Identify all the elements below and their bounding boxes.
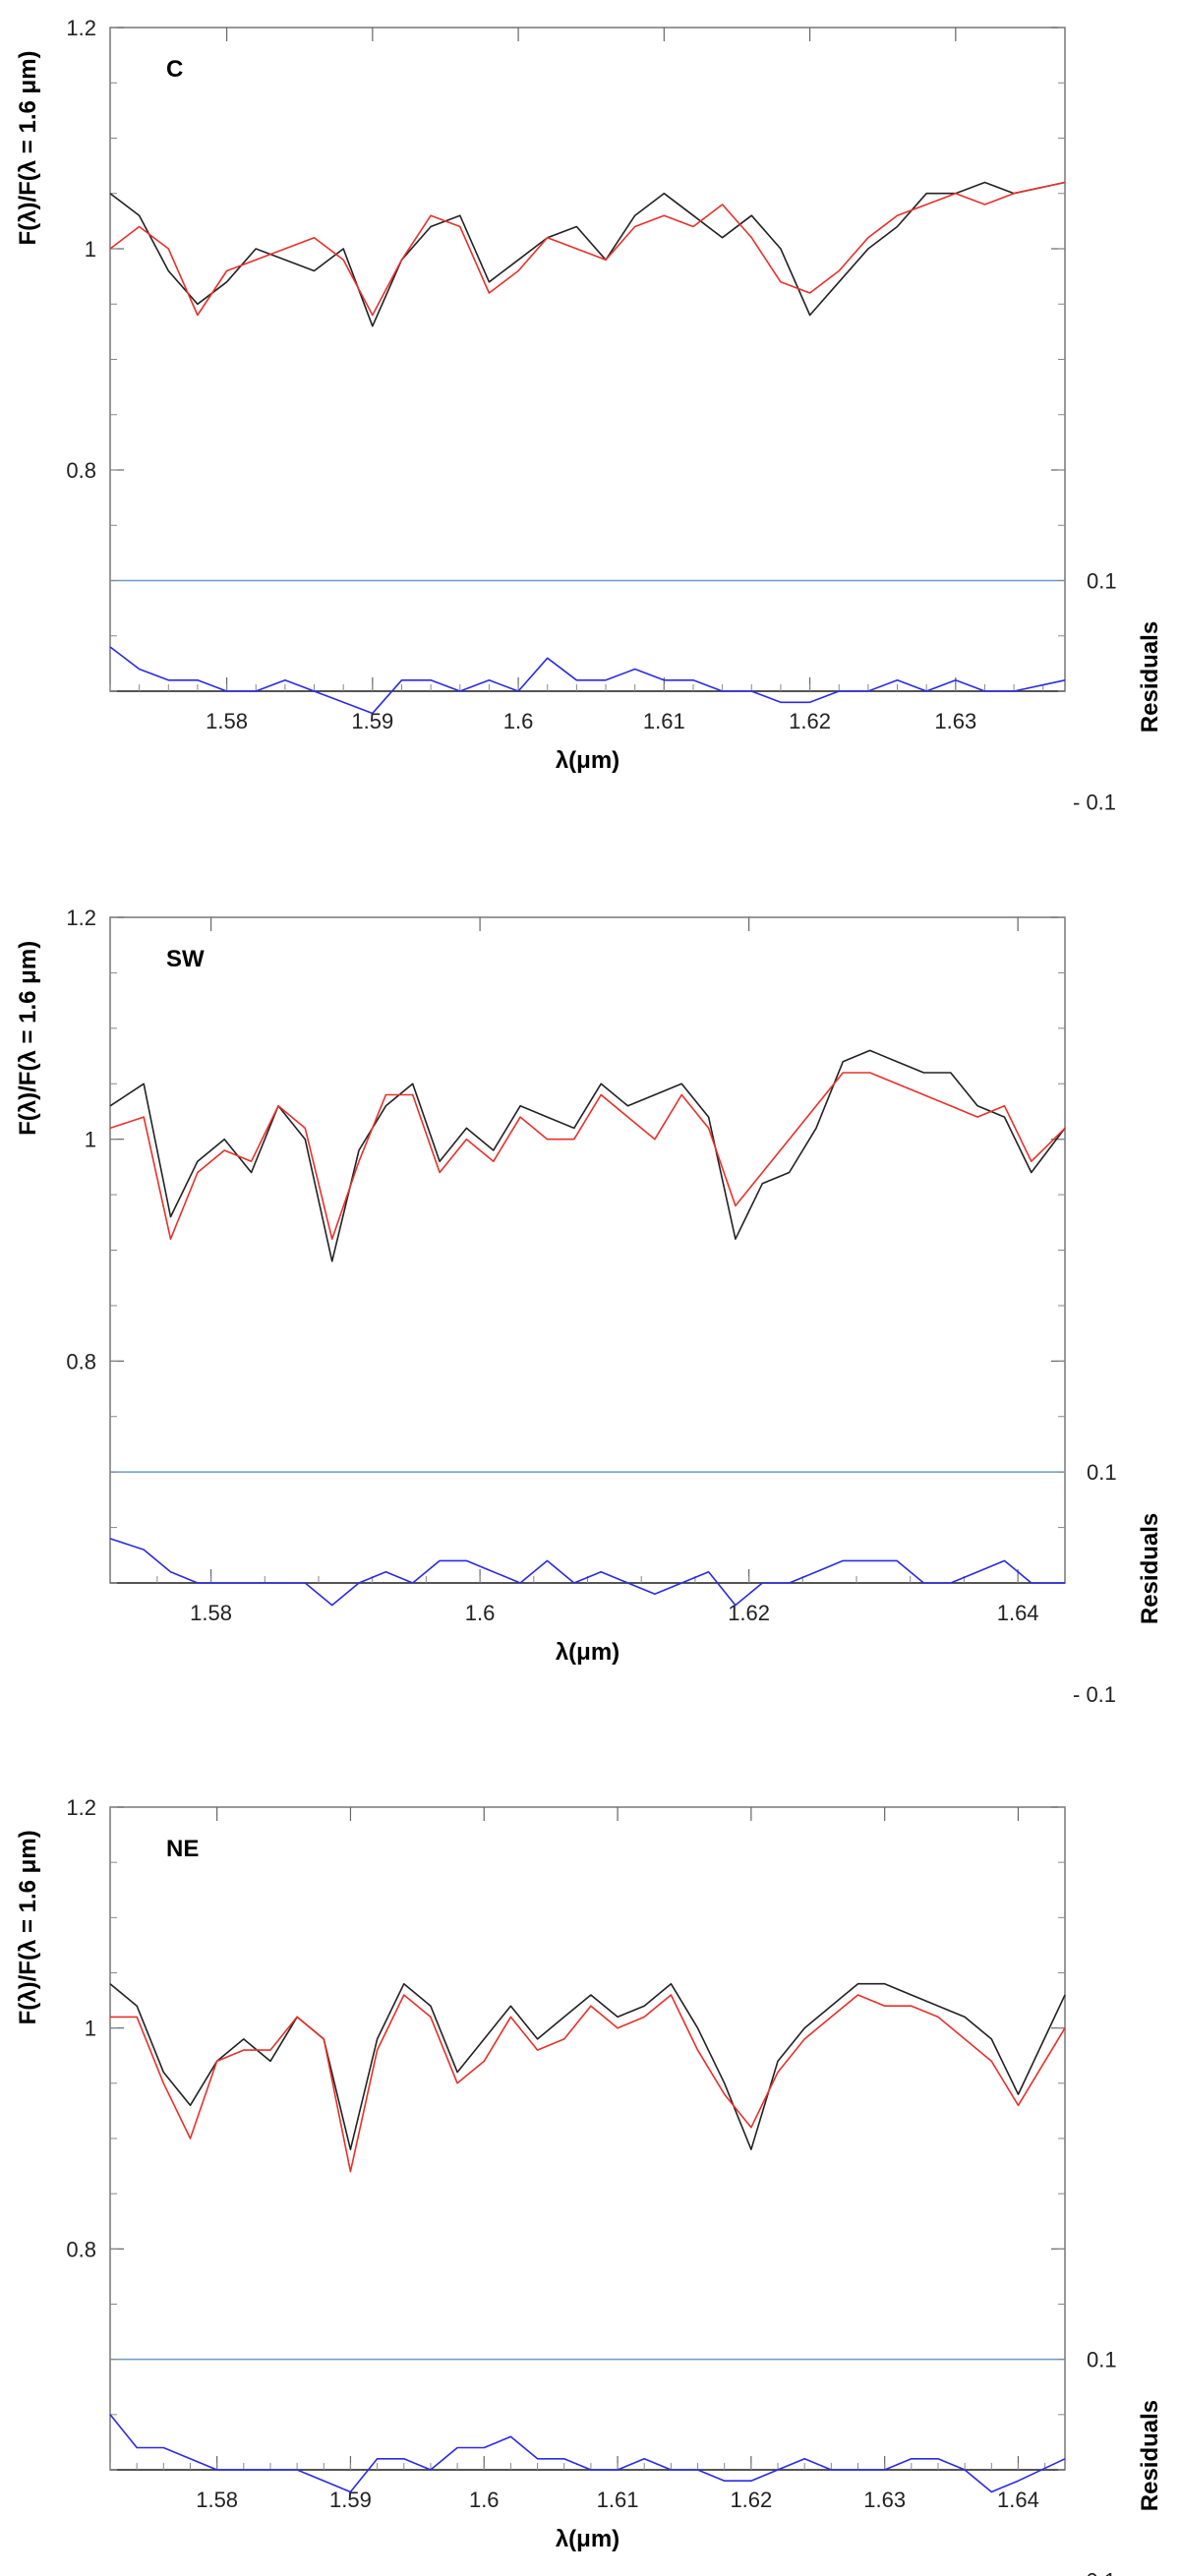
panel-label: SW (166, 946, 205, 972)
x-tick-label: 1.62 (730, 2488, 772, 2512)
x-tick-label: 1.61 (643, 709, 685, 733)
residuals-axis-title: Residuals (1137, 2400, 1163, 2511)
x-axis-title: λ(μm) (556, 747, 620, 774)
y-tick-label: 1 (85, 237, 96, 262)
residuals-line (109, 646, 1066, 715)
chart-panel-ne: 0.811.21.581.591.61.611.621.631.640.1- 0… (15, 1795, 1163, 2576)
observed-spectrum-line (109, 1982, 1066, 2150)
x-tick-label: 1.6 (465, 1601, 496, 1625)
y-tick-label: 1.2 (66, 16, 96, 40)
x-tick-label: 1.6 (469, 2488, 500, 2512)
x-tick-label: 1.64 (997, 2488, 1039, 2512)
x-tick-label: 1.63 (863, 2488, 906, 2512)
plot-frame (109, 1806, 1066, 2471)
x-tick-label: 1.63 (934, 709, 976, 733)
model-spectrum-line (109, 181, 1066, 317)
y-tick-label: 1.2 (66, 906, 96, 930)
residual-tick-label: 0.1 (1087, 1460, 1117, 1485)
observed-spectrum-line (109, 181, 1066, 327)
panel-label: NE (166, 1836, 199, 1862)
x-axis-title: λ(μm) (556, 2526, 620, 2552)
observed-spectrum-line (109, 1049, 1066, 1262)
y-tick-label: 0.8 (66, 2237, 96, 2261)
residuals-axis-title: Residuals (1137, 1513, 1163, 1624)
y-axis-title: F(λ)/F(λ = 1.6 μm) (15, 50, 41, 245)
residual-tick-label: - 0.1 (1073, 790, 1116, 815)
residual-tick-label: - 0.1 (1073, 1682, 1116, 1707)
y-tick-label: 0.8 (66, 458, 96, 483)
x-axis-title: λ(μm) (556, 1639, 620, 1666)
residuals-axis-title: Residuals (1137, 621, 1163, 732)
y-tick-label: 1 (85, 1128, 96, 1152)
chart-panel-c: 0.811.21.58 1.59 1.6 1.61 1.62 1.630.1- 0.1F(… (15, 16, 1163, 815)
y-axis-title: F(λ)/F(λ = 1.6 μm) (15, 941, 41, 1136)
residual-tick-label: 0.1 (1087, 2348, 1117, 2372)
residual-tick-label: 0.1 (1087, 569, 1117, 594)
plot-frame (109, 916, 1066, 1584)
chart-panel-sw: 0.811.21.58 1.6 1.62 1.640.1- 0.1F(λ)/F(λ =… (15, 906, 1163, 1707)
y-tick-label: 1 (85, 2017, 96, 2041)
y-tick-label: 1.2 (66, 1795, 96, 1820)
model-spectrum-line (109, 1072, 1066, 1240)
y-tick-label: 0.8 (66, 1349, 96, 1374)
x-tick-label: 1.64 (997, 1601, 1039, 1625)
panel-label: C (166, 56, 183, 83)
residuals-line (109, 1538, 1065, 1607)
residual-tick-label: - 0.1 (1073, 2568, 1116, 2576)
model-spectrum-line (110, 1994, 1066, 2173)
x-tick-label: 1.58 (190, 1601, 232, 1625)
x-tick-label: 1.61 (597, 2488, 639, 2512)
y-axis-title: F(λ)/F(λ = 1.6 μm) (15, 1830, 41, 2024)
x-tick-label: 1.58 (196, 2488, 238, 2512)
x-tick-label: 1.58 (206, 709, 248, 733)
x-tick-label: 1.6 (503, 709, 534, 733)
residuals-line (109, 2414, 1066, 2493)
x-tick-label: 1.62 (789, 709, 831, 733)
plot-frame (109, 27, 1066, 692)
